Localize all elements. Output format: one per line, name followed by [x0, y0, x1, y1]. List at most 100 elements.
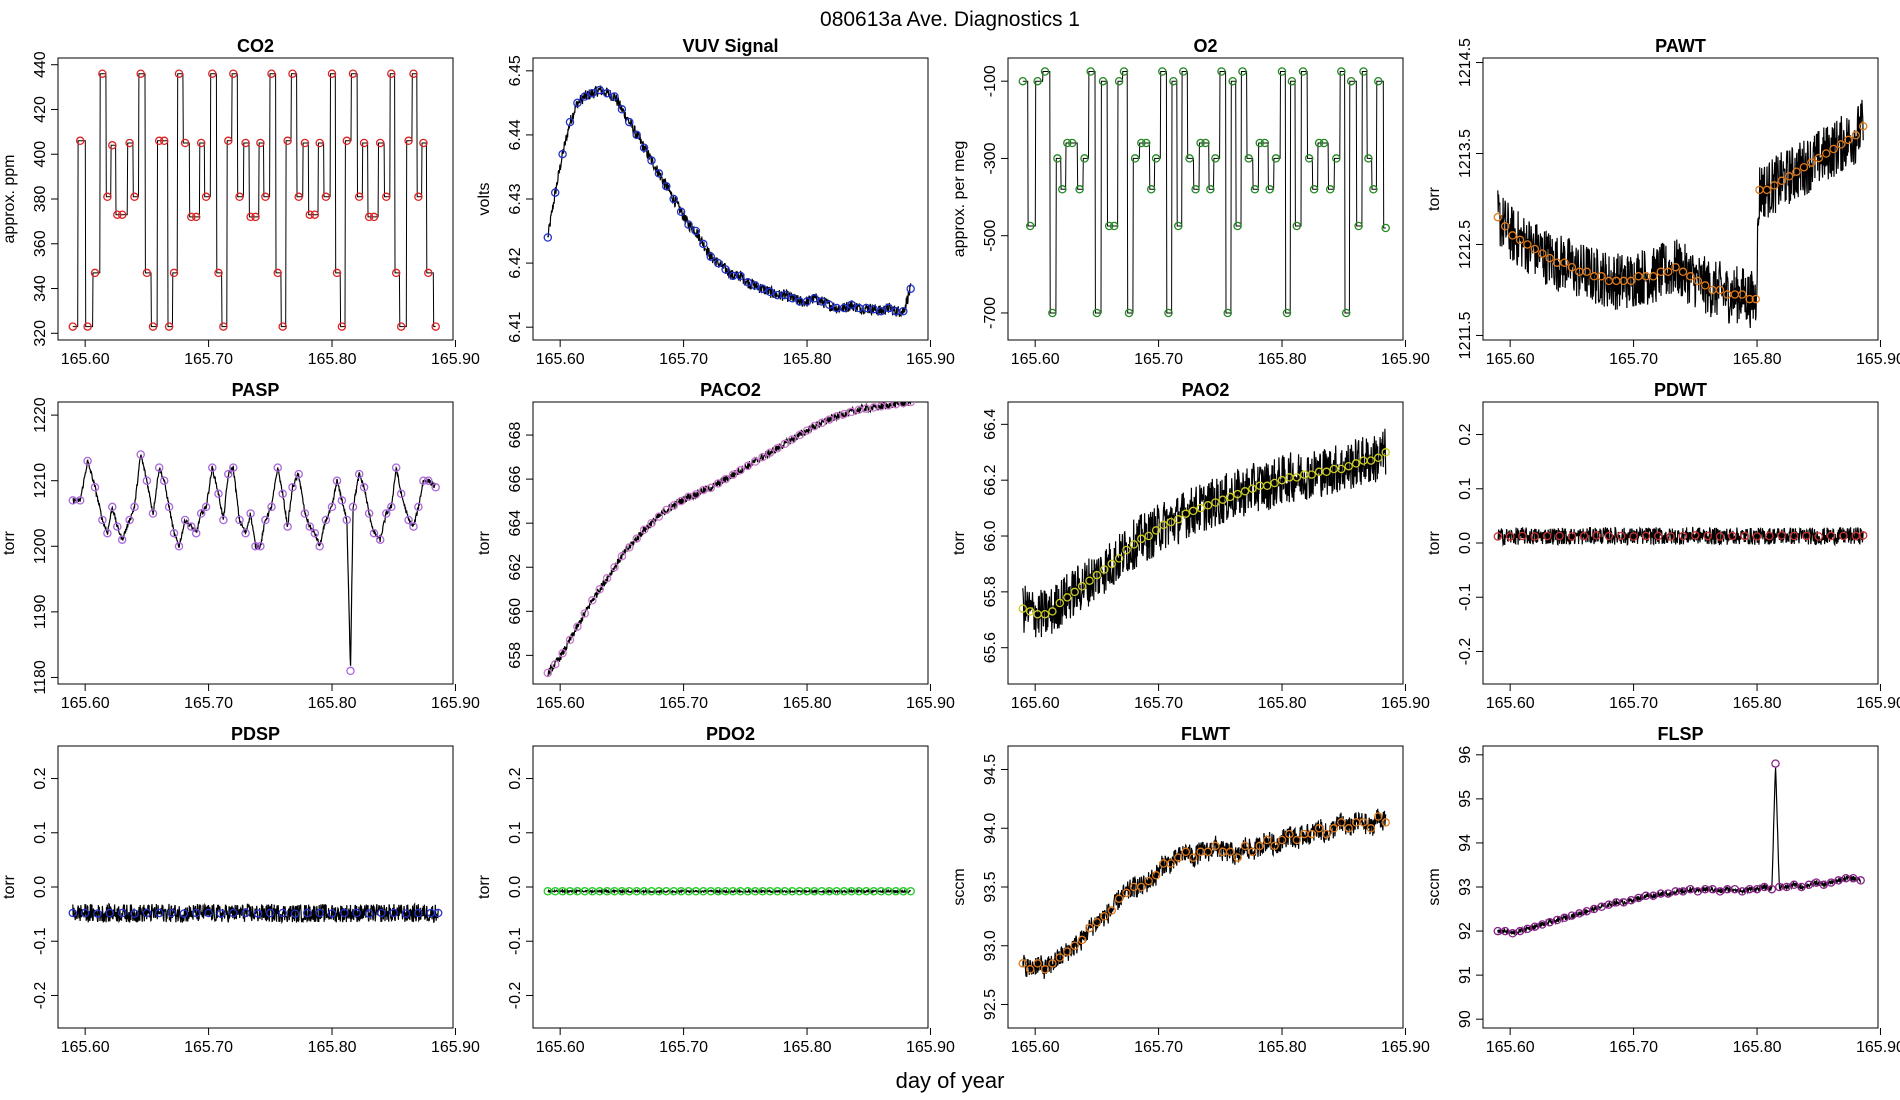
data-point [1508, 929, 1517, 938]
data-point [294, 469, 303, 479]
y-tick-label: -300 [982, 142, 999, 174]
y-tick-label: 668 [507, 422, 524, 449]
data-point [1782, 882, 1791, 892]
data-point [130, 502, 139, 512]
data-point [283, 522, 292, 531]
data-point [103, 192, 112, 202]
data-point [1188, 506, 1198, 516]
data-point [617, 551, 627, 561]
data-point [1124, 308, 1134, 318]
data-point [1159, 520, 1168, 530]
plot-frame [57, 745, 454, 1029]
data-point [662, 505, 671, 515]
data-point [142, 908, 152, 918]
data-point [300, 509, 310, 518]
x-tick-label: 165.80 [1258, 1039, 1307, 1056]
data-point [253, 909, 263, 918]
data-point [699, 485, 708, 495]
data-point [75, 496, 85, 505]
data-point [364, 509, 374, 518]
x-tick-label: 165.90 [431, 1039, 480, 1056]
data-point [103, 528, 112, 538]
data-point [191, 908, 201, 918]
data-point [1040, 609, 1050, 619]
data-point [1856, 876, 1865, 885]
data-point [588, 88, 597, 98]
panel-pawt: PAWT torr 165.60 165.70 165.80 165.90 1211.5 12… [1426, 36, 1900, 368]
plot-area [1493, 759, 1865, 938]
data-point [610, 562, 619, 572]
data-point [787, 435, 797, 444]
x-tick-label: 165.60 [61, 1039, 110, 1056]
data-point [1555, 531, 1564, 541]
data-point [1715, 285, 1725, 295]
data-point [409, 522, 418, 531]
data-point [75, 136, 85, 146]
data-point [219, 322, 228, 331]
data-point [1228, 76, 1237, 86]
data-point [431, 483, 440, 492]
data-point [765, 448, 775, 457]
data-point [1255, 841, 1265, 851]
data-point [1530, 922, 1540, 931]
data-point [602, 88, 612, 98]
data-point [1858, 121, 1868, 131]
data-point [108, 502, 117, 512]
data-point [1174, 221, 1183, 231]
data-point [1765, 531, 1774, 541]
x-tick-label: 165.80 [783, 351, 832, 368]
data-point [1307, 470, 1316, 479]
data-point [1188, 853, 1198, 862]
data-point [1181, 509, 1191, 518]
data-point [83, 456, 92, 466]
data-point [1777, 176, 1786, 186]
y-tick-label: 66.0 [982, 520, 999, 551]
data-point [125, 138, 134, 148]
data-point [1792, 167, 1801, 176]
data-point [261, 515, 270, 525]
data-point [1364, 154, 1373, 163]
plot-area [543, 402, 915, 678]
y-tick-label: 0.0 [507, 876, 524, 898]
panel-title: PDO2 [706, 724, 755, 744]
x-tick-label: 165.80 [308, 351, 357, 368]
y-tick-label: 1211.5 [1457, 311, 1474, 359]
data-point [1271, 154, 1281, 163]
x-tick-label: 165.60 [1011, 351, 1060, 368]
data-point [817, 418, 827, 428]
y-tick-label: 94 [1457, 834, 1474, 852]
data-point [580, 92, 590, 101]
data-point [1604, 531, 1614, 541]
data-point [1233, 489, 1242, 499]
x-tick-label: 165.60 [536, 695, 585, 712]
data-point [1626, 276, 1636, 286]
y-tick-label: 1220 [32, 397, 49, 433]
panel-title: CO2 [237, 36, 274, 56]
data-point [1122, 545, 1131, 555]
y-tick-label: 658 [507, 642, 524, 669]
panel-title: FLSP [1657, 724, 1703, 744]
data-point [1545, 253, 1554, 263]
plot-frame [1007, 745, 1404, 1029]
data-point [310, 210, 320, 219]
data-point [1114, 894, 1124, 903]
y-tick-label: 66.4 [982, 409, 999, 440]
y-tick-label: 440 [32, 51, 49, 78]
panel-pdo2: PDO2 torr 165.60 165.70 165.80 165.90 -0.2 -0.1… [476, 724, 955, 1056]
data-point [315, 908, 324, 918]
panel-flwt: FLWT sccm 165.60 165.70 165.80 165.90 92.5 93.0… [951, 724, 1430, 1056]
data-point [391, 463, 401, 472]
plot-area [68, 902, 443, 925]
data-point [90, 268, 100, 278]
data-point [310, 528, 320, 538]
plot-area [1018, 428, 1390, 638]
y-axis-label: torr [1426, 530, 1443, 555]
y-tick-label: 95 [1457, 790, 1474, 808]
data-point [625, 543, 634, 552]
x-tick-label: 165.70 [184, 1039, 233, 1056]
x-tick-label: 165.90 [1381, 695, 1430, 712]
data-point [1282, 308, 1292, 318]
data-point [1018, 959, 1028, 968]
data-point [1067, 138, 1077, 148]
data-point [148, 322, 158, 331]
